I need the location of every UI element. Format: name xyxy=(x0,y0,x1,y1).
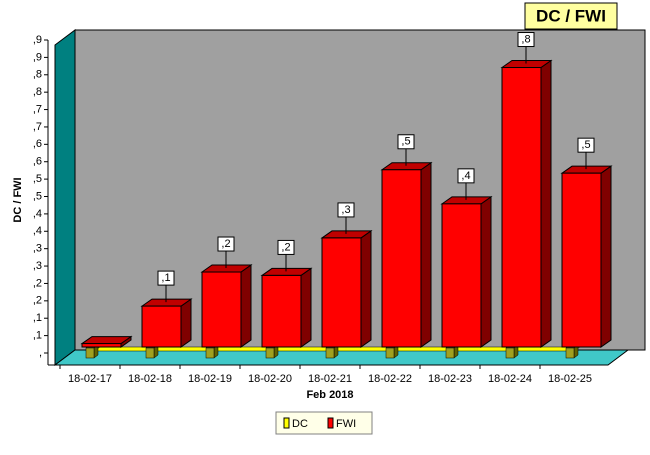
x-tick-label: 18-02-17 xyxy=(68,373,112,385)
legend-swatch xyxy=(283,417,290,429)
y-axis-title: DC / FWI xyxy=(12,177,24,222)
x-axis-title: Feb 2018 xyxy=(306,389,353,401)
x-tick-label: 18-02-20 xyxy=(248,373,292,385)
x-tick-label: 18-02-18 xyxy=(128,373,172,385)
x-tick-label: 18-02-19 xyxy=(188,373,232,385)
y-tick-label: ,1 xyxy=(33,312,42,324)
left-wall xyxy=(54,29,76,366)
dc-marker xyxy=(505,347,515,359)
y-tick-label: ,2 xyxy=(33,295,42,307)
chart-title: DC / FWI xyxy=(536,6,606,25)
value-label: ,8 xyxy=(521,33,530,45)
y-tick-label: ,5 xyxy=(33,173,42,185)
y-tick-label: ,4 xyxy=(33,225,42,237)
y-tick-label: ,9 xyxy=(33,51,42,63)
value-label: ,5 xyxy=(401,136,410,148)
value-label: ,4 xyxy=(461,170,470,182)
x-tick-label: 18-02-23 xyxy=(428,373,472,385)
value-label-box xyxy=(397,134,415,150)
dc-marker xyxy=(385,347,395,359)
y-tick-label: ,6 xyxy=(33,156,42,168)
y-tick-label: ,7 xyxy=(33,103,42,115)
y-tick-label: ,3 xyxy=(33,243,42,255)
bar xyxy=(201,271,242,348)
y-tick-label: ,8 xyxy=(33,69,42,81)
value-label-box xyxy=(157,270,175,286)
x-tick-label: 18-02-22 xyxy=(368,373,412,385)
legend-label: FWI xyxy=(336,418,356,430)
y-tick-label: , xyxy=(39,347,42,359)
bar xyxy=(381,169,422,348)
y-tick-label: ,7 xyxy=(33,121,42,133)
value-label: ,5 xyxy=(581,139,590,151)
bar xyxy=(501,67,542,348)
title-box xyxy=(524,2,618,30)
bar-side xyxy=(480,195,492,348)
y-tick-label: ,5 xyxy=(33,190,42,202)
bar-side xyxy=(240,264,252,348)
bar xyxy=(81,343,122,348)
dc-marker xyxy=(85,347,95,359)
value-label-box xyxy=(277,239,295,255)
dc-marker xyxy=(205,347,215,359)
bar xyxy=(261,274,302,348)
dc-marker xyxy=(565,347,575,359)
value-label-box xyxy=(517,32,535,48)
value-label: ,2 xyxy=(281,241,290,253)
x-tick-label: 18-02-25 xyxy=(548,373,592,385)
bar-side xyxy=(180,298,192,348)
value-label: ,2 xyxy=(221,238,230,250)
value-label-box xyxy=(577,137,595,153)
value-label: ,3 xyxy=(341,204,350,216)
bar-side xyxy=(300,267,312,348)
value-label-box xyxy=(217,236,235,252)
bar-side xyxy=(360,229,372,348)
x-tick-label: 18-02-21 xyxy=(308,373,352,385)
x-tick-label: 18-02-24 xyxy=(488,373,532,385)
bar xyxy=(561,172,602,348)
y-tick-label: ,8 xyxy=(33,86,42,98)
y-tick-label: ,2 xyxy=(33,277,42,289)
bar-side xyxy=(540,59,552,348)
dc-marker xyxy=(325,347,335,359)
dc-marker xyxy=(265,347,275,359)
bar xyxy=(321,237,362,348)
legend-swatch xyxy=(327,417,334,429)
value-label-box xyxy=(337,202,355,218)
y-tick-label: ,3 xyxy=(33,260,42,272)
value-label: ,1 xyxy=(161,272,170,284)
legend-label: DC xyxy=(292,418,308,430)
bar-side xyxy=(420,161,432,348)
bar-side xyxy=(600,165,612,348)
dc-marker xyxy=(145,347,155,359)
dc-marker xyxy=(445,347,455,359)
legend xyxy=(275,411,373,435)
floor xyxy=(53,349,630,366)
y-tick-label: ,1 xyxy=(33,330,42,342)
bar xyxy=(141,305,182,348)
y-tick-label: ,4 xyxy=(33,208,42,220)
bar xyxy=(441,203,482,348)
y-tick-label: ,9 xyxy=(33,34,42,46)
value-label-box xyxy=(457,168,475,184)
y-tick-label: ,6 xyxy=(33,138,42,150)
